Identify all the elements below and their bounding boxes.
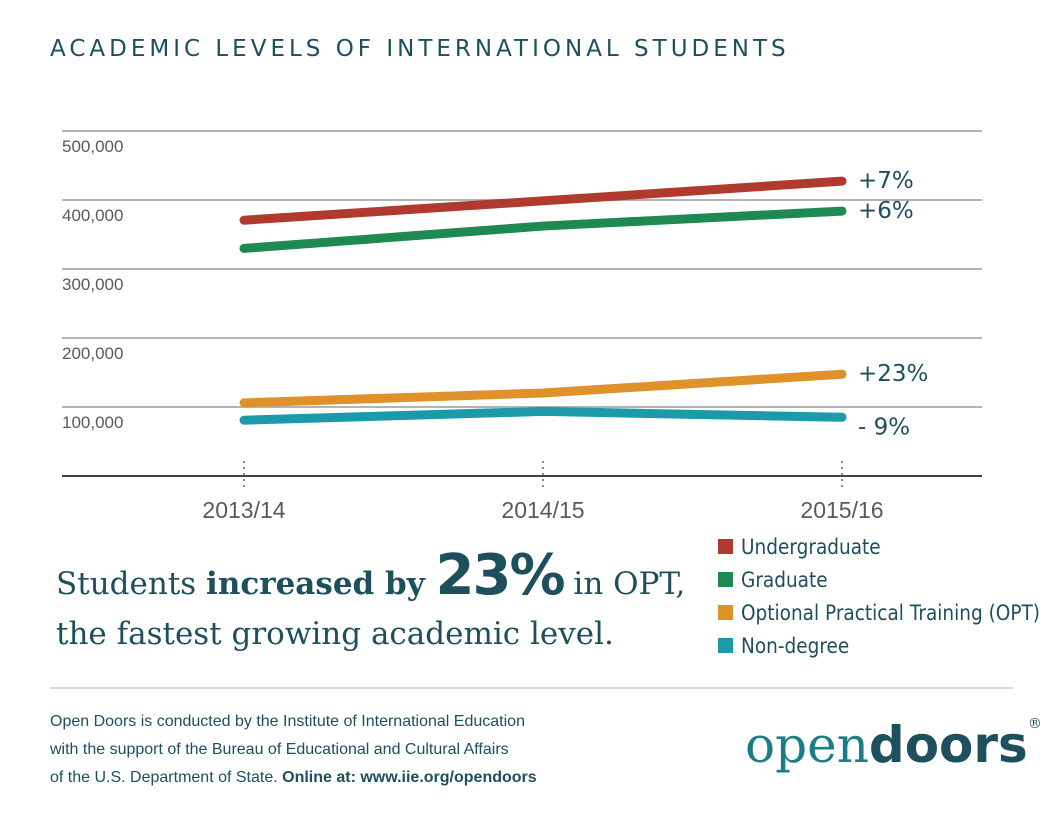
change-label: +23%: [858, 361, 928, 387]
data-point: [542, 392, 544, 394]
legend-label: Graduate: [741, 567, 828, 592]
chart-title: ACADEMIC LEVELS OF INTERNATIONAL STUDENT…: [50, 36, 790, 62]
headline-bold: increased by: [206, 566, 436, 602]
footer-line1: Open Doors is conducted by the Institute…: [50, 713, 525, 730]
legend-label: Undergraduate: [741, 534, 881, 559]
y-tick-label: 100,000: [62, 413, 123, 432]
data-point: [243, 402, 245, 404]
data-point: [841, 373, 843, 375]
data-point: [841, 180, 843, 182]
logo-registered: ®: [1027, 716, 1042, 732]
data-point: [243, 247, 245, 249]
y-tick-label: 400,000: [62, 206, 123, 225]
headline-part2: in OPT,: [563, 566, 686, 602]
legend-label: Non-degree: [741, 633, 850, 658]
headline-big-number: 23%: [435, 543, 566, 608]
logo-open: open: [745, 716, 869, 774]
data-point: [841, 416, 843, 418]
opendoors-logo: opendoors®: [745, 716, 1042, 774]
footer-line3: of the U.S. Department of State.: [50, 769, 283, 786]
series-line: [239, 406, 847, 425]
change-label: - 9%: [858, 414, 910, 440]
legend-swatch: [718, 572, 733, 587]
legend-item: Undergraduate: [718, 530, 1063, 563]
headline-part1: Students: [56, 566, 207, 602]
divider: [50, 687, 1013, 689]
legend: Undergraduate Graduate Optional Practical …: [718, 530, 1063, 662]
headline-line2: the fastest growing academic level.: [56, 616, 614, 652]
line-chart: 100,000 200,000 300,000 400,000 500,000 2013/…: [62, 130, 982, 523]
footer: Open Doors is conducted by the Institute…: [50, 708, 537, 792]
y-tick-label: 200,000: [62, 344, 123, 363]
change-label: +7%: [858, 168, 914, 194]
legend-item: Non-degree: [718, 629, 1063, 662]
data-point: [542, 225, 544, 227]
footer-line2: with the support of the Bureau of Educat…: [50, 741, 509, 758]
change-label: +6%: [858, 198, 914, 224]
legend-item: Optional Practical Training (OPT): [718, 596, 1063, 629]
legend-item: Graduate: [718, 563, 1063, 596]
legend-swatch: [718, 539, 733, 554]
data-point: [243, 219, 245, 221]
legend-swatch: [718, 605, 733, 620]
headline: Students increased by 23% in OPT, the fa…: [56, 548, 685, 656]
y-tick-label: 300,000: [62, 275, 123, 294]
x-tick-label: 2013/14: [202, 497, 285, 523]
data-point: [542, 410, 544, 412]
legend-swatch: [718, 638, 733, 653]
footer-link[interactable]: Online at: www.iie.org/opendoors: [282, 769, 537, 786]
logo-doors: doors: [868, 716, 1028, 774]
y-tick-label: 500,000: [62, 137, 123, 156]
legend-label: Optional Practical Training (OPT): [741, 600, 1040, 625]
x-tick-label: 2015/16: [800, 497, 883, 523]
data-point: [243, 419, 245, 421]
series-line: [239, 369, 847, 408]
x-tick-label: 2014/15: [501, 497, 584, 523]
data-point: [542, 200, 544, 202]
data-point: [841, 210, 843, 212]
